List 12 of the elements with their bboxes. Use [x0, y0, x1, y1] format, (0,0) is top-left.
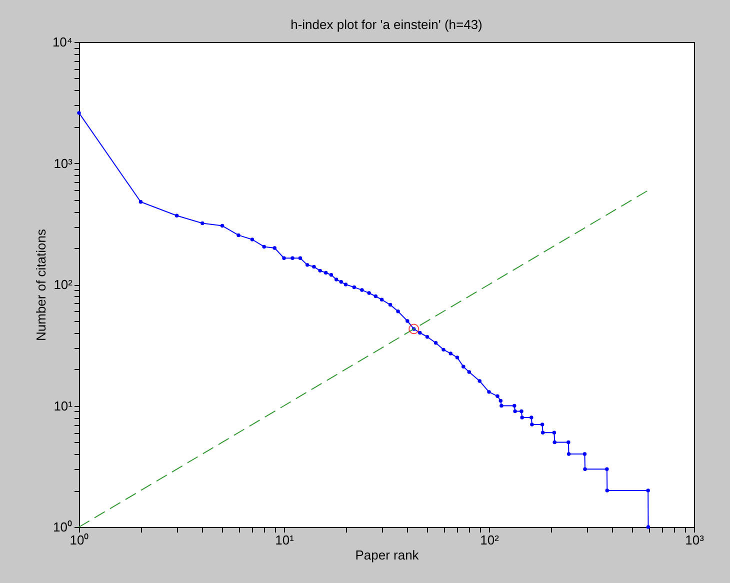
x-tick-label: 10¹ — [275, 532, 295, 548]
x-tick-label: 10² — [480, 532, 500, 548]
x-tick-label: 10⁰ — [70, 532, 90, 548]
y-tick-label: 10⁰ — [53, 520, 72, 534]
y-tick-label: 10⁴ — [52, 34, 72, 50]
x-axis-title: Paper rank — [355, 548, 420, 562]
y-tick-label: 10² — [54, 277, 74, 292]
y-axis-title: Number of citations — [33, 228, 48, 341]
x-tick-label: 10³ — [685, 532, 705, 548]
y-tick-label: 10³ — [54, 156, 74, 171]
chart-title: h-index plot for 'a einstein' (h=43) — [290, 17, 482, 32]
y-tick-label: 10¹ — [54, 398, 74, 414]
